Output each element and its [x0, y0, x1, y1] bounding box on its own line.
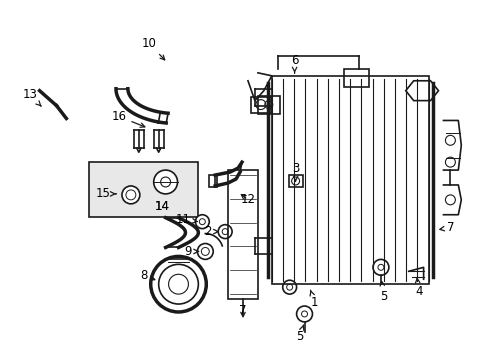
Bar — [257, 96, 279, 113]
Text: 5: 5 — [295, 325, 304, 343]
Text: 6: 6 — [290, 54, 298, 73]
Bar — [288, 175, 302, 187]
Text: 12: 12 — [240, 193, 255, 206]
Text: 3: 3 — [291, 162, 299, 181]
Text: 15: 15 — [96, 188, 116, 201]
Text: 10: 10 — [141, 37, 164, 60]
Circle shape — [150, 256, 206, 312]
Text: 11: 11 — [176, 213, 197, 226]
Bar — [228, 170, 257, 299]
FancyBboxPatch shape — [89, 162, 198, 217]
Text: 14: 14 — [155, 200, 170, 213]
Text: 7: 7 — [239, 305, 246, 318]
Text: 8: 8 — [140, 269, 155, 282]
Bar — [209, 175, 217, 187]
Circle shape — [122, 186, 140, 204]
Text: 4: 4 — [414, 278, 422, 298]
Text: 7: 7 — [439, 221, 453, 234]
Text: 9: 9 — [184, 245, 198, 258]
Circle shape — [153, 170, 177, 194]
Text: 5: 5 — [379, 282, 387, 303]
Text: 1: 1 — [309, 290, 318, 309]
Text: 16: 16 — [111, 110, 144, 127]
Text: 13: 13 — [22, 88, 41, 106]
Circle shape — [195, 215, 209, 229]
Bar — [344, 69, 368, 87]
Circle shape — [197, 243, 213, 260]
Text: 14: 14 — [155, 200, 170, 213]
Bar — [250, 96, 270, 113]
Text: 2: 2 — [204, 225, 218, 238]
Circle shape — [218, 225, 232, 239]
